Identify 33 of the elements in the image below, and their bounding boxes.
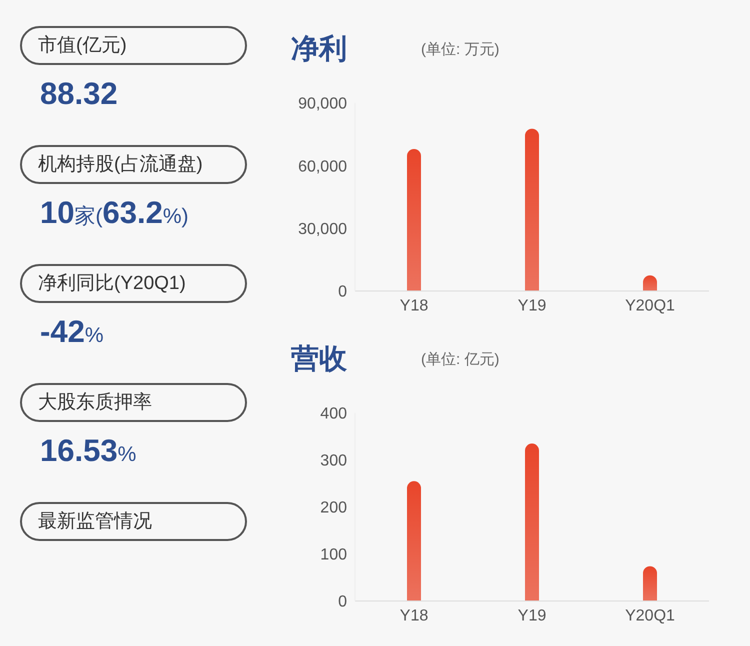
category-label: 最新监管情况 [20, 502, 247, 541]
chart-subtitle: (单位: 万元) [421, 40, 500, 59]
category-label: 机构持股(占流通盘) [20, 145, 247, 184]
x-tick-label: Y20Q1 [625, 607, 676, 624]
bar [525, 444, 539, 601]
y-tick-label: 30,000 [298, 221, 348, 238]
x-tick-label: Y18 [400, 297, 428, 314]
y-tick-label: 0 [338, 284, 348, 301]
y-tick-label: 400 [320, 406, 348, 423]
y-tick-label: 0 [338, 594, 348, 611]
bar [525, 128, 539, 291]
category-label: 市值(亿元) [20, 26, 247, 65]
text: 10家(63.2%) [40, 195, 188, 230]
bar [407, 148, 421, 291]
bar [643, 566, 657, 601]
x-tick-label: Y19 [518, 607, 546, 624]
y-tick-label: 300 [320, 452, 348, 470]
y-tick-label: 200 [320, 500, 348, 517]
x-tick-label: Y18 [400, 607, 428, 624]
y-tick-label: 100 [320, 546, 348, 564]
category-label: 大股东质押率 [20, 383, 247, 422]
chart-subtitle: (单位: 亿元) [421, 350, 500, 369]
text: 88.32 [40, 76, 118, 111]
text: 16.53% [40, 433, 136, 468]
bar [407, 481, 421, 601]
x-tick-label: Y20Q1 [625, 297, 676, 314]
chart-title: 营收 [291, 342, 347, 376]
chart-title: 净利 [291, 32, 347, 66]
category-label: 净利同比(Y20Q1) [20, 264, 247, 303]
text: -42% [40, 314, 104, 349]
y-tick-label: 60,000 [298, 158, 348, 176]
x-tick-label: Y19 [518, 297, 546, 314]
y-tick-label: 90,000 [298, 96, 348, 113]
